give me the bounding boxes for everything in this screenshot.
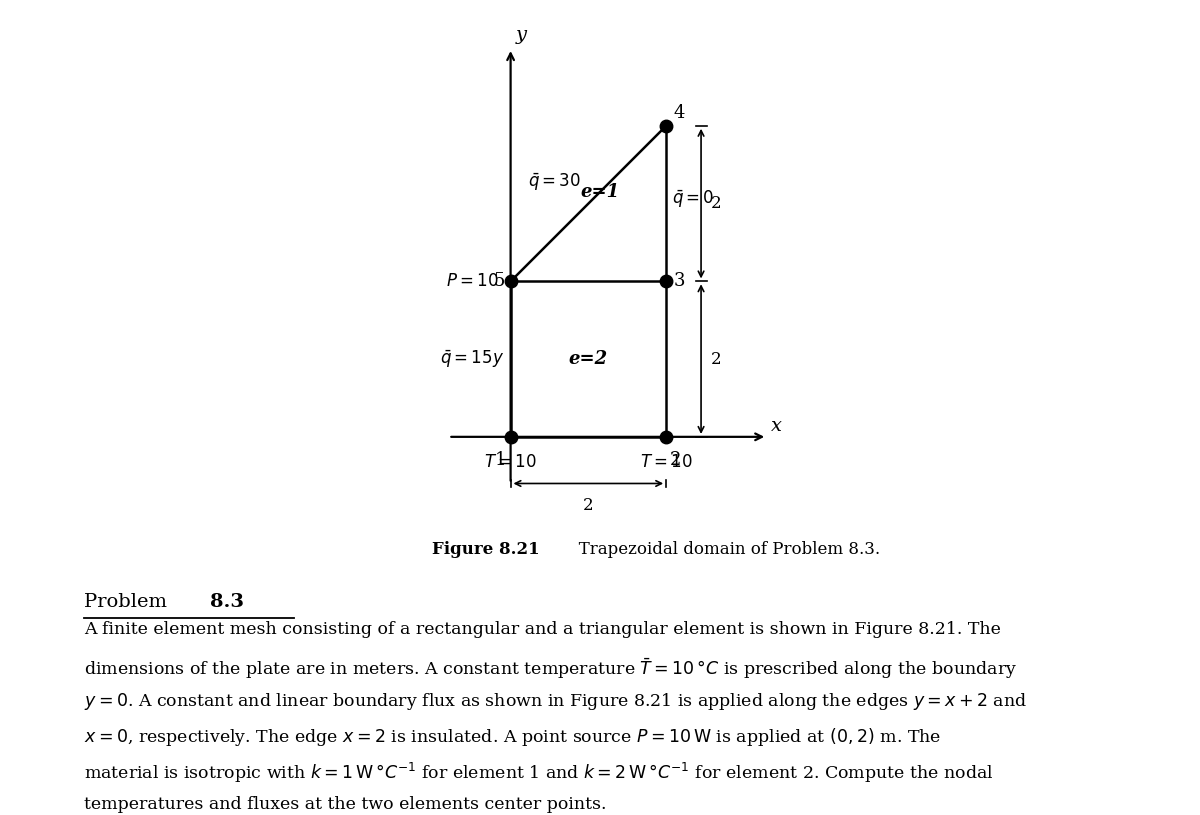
Text: 3: 3 (674, 272, 685, 290)
Text: e=2: e=2 (569, 350, 608, 368)
Text: $T = 10$: $T = 10$ (640, 454, 692, 471)
Text: 2: 2 (712, 350, 721, 368)
Text: $y = 0$. A constant and linear boundary flux as shown in Figure 8.21 is applied : $y = 0$. A constant and linear boundary … (84, 691, 1027, 712)
Text: Problem: Problem (84, 593, 173, 611)
Text: Trapezoidal domain of Problem 8.3.: Trapezoidal domain of Problem 8.3. (563, 541, 880, 558)
Text: 4: 4 (674, 104, 685, 122)
Text: y: y (515, 26, 527, 44)
Text: e=1: e=1 (581, 183, 619, 201)
Text: $x = 0$, respectively. The edge $x = 2$ is insulated. A point source $P = 10\,\m: $x = 0$, respectively. The edge $x = 2$ … (84, 726, 941, 748)
Text: dimensions of the plate are in meters. A constant temperature $\bar{T} = 10\,°C$: dimensions of the plate are in meters. A… (84, 656, 1018, 681)
Text: x: x (772, 416, 782, 434)
Text: $\bar{q} = 0$: $\bar{q} = 0$ (672, 189, 715, 210)
Text: $P = 10$: $P = 10$ (446, 273, 499, 290)
Text: 8.3: 8.3 (210, 593, 244, 611)
Text: temperatures and fluxes at the two elements center points.: temperatures and fluxes at the two eleme… (84, 796, 606, 813)
Text: 2: 2 (712, 195, 721, 212)
Text: Figure 8.21: Figure 8.21 (432, 541, 540, 558)
Text: $T = 10$: $T = 10$ (485, 454, 536, 471)
Text: $\bar{q} = 30$: $\bar{q} = 30$ (528, 171, 581, 192)
Text: material is isotropic with $k = 1\,\mathrm{W}\,°C^{-1}$ for element 1 and $k = 2: material is isotropic with $k = 1\,\math… (84, 761, 994, 786)
Text: 2: 2 (670, 451, 682, 469)
Text: A finite element mesh consisting of a rectangular and a triangular element is sh: A finite element mesh consisting of a re… (84, 621, 1001, 638)
Text: 1: 1 (496, 451, 506, 469)
Text: 5: 5 (493, 272, 504, 290)
Text: $\bar{q} = 15y$: $\bar{q} = 15y$ (440, 348, 504, 370)
Text: 2: 2 (583, 497, 594, 514)
